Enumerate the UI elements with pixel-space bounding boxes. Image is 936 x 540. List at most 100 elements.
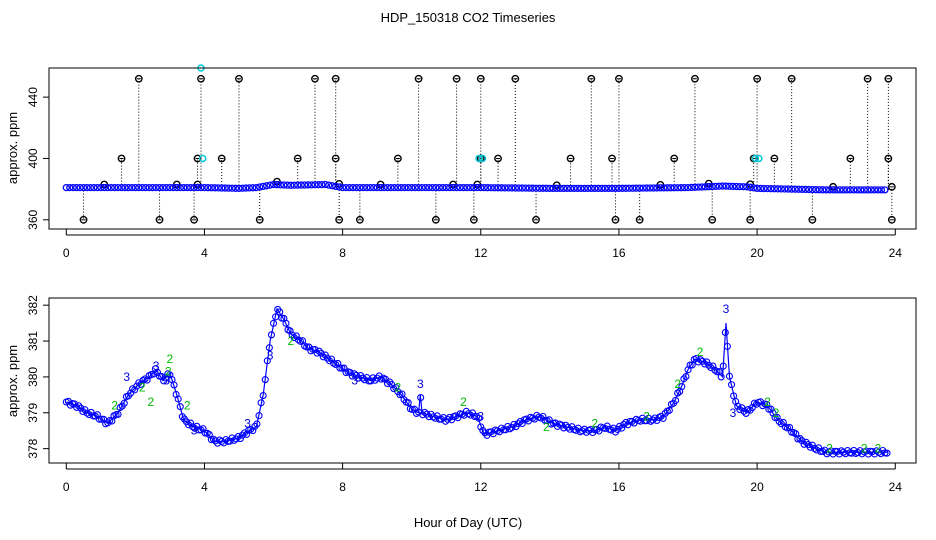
top-baseline-point xyxy=(580,184,589,193)
top-baseline-point xyxy=(304,181,312,189)
top-baseline-point xyxy=(218,184,226,192)
bottom-series-point xyxy=(328,355,336,363)
top-baseline-point xyxy=(532,184,540,192)
top-baseline-point xyxy=(425,183,433,192)
top-x-tick-label: 16 xyxy=(612,246,626,260)
top-baseline-point xyxy=(335,183,343,191)
top-baseline-point xyxy=(594,184,602,193)
top-baseline-point xyxy=(414,183,423,192)
top-baseline-point xyxy=(135,183,143,192)
bottom-x-tick-label: 0 xyxy=(63,480,70,494)
top-baseline-point xyxy=(238,184,247,192)
top-x-tick-label: 0 xyxy=(63,246,70,260)
top-baseline-point xyxy=(83,183,91,192)
bottom-marker-2: 2 xyxy=(674,377,681,391)
bottom-panel-y-axis: 378 379 380 381 382 xyxy=(26,295,49,459)
top-baseline-point xyxy=(860,186,868,194)
top-calibration-point xyxy=(198,154,207,163)
top-baseline-point xyxy=(90,183,98,192)
top-baseline-point xyxy=(93,183,102,192)
top-baseline-point xyxy=(446,183,454,192)
top-baseline-point xyxy=(677,184,685,192)
top-baseline-point xyxy=(701,183,709,191)
top-baseline-point xyxy=(262,182,271,190)
top-x-tick-label: 20 xyxy=(750,246,764,260)
top-panel-y-label: approx. ppm xyxy=(5,112,20,184)
top-baseline-point xyxy=(787,185,796,193)
top-baseline-point xyxy=(604,184,613,193)
bottom-series-point xyxy=(553,422,562,430)
bottom-marker-2: 2 xyxy=(764,395,771,409)
top-baseline-point xyxy=(767,185,775,193)
top-spike-mid-point xyxy=(117,154,126,163)
top-baseline-point xyxy=(180,183,188,192)
top-baseline-point xyxy=(235,184,243,193)
bottom-series-point xyxy=(151,365,159,373)
bottom-series-point xyxy=(477,423,485,431)
top-baseline-point xyxy=(370,183,378,192)
bottom-marker-2: 2 xyxy=(111,399,118,413)
bottom-series-point xyxy=(616,422,624,430)
top-baseline-point xyxy=(528,184,537,192)
top-baseline-point xyxy=(259,182,267,191)
top-baseline-point xyxy=(584,184,592,193)
top-baseline-point xyxy=(207,184,215,192)
top-x-tick-label: 4 xyxy=(201,246,208,260)
bottom-series-point xyxy=(315,347,323,355)
top-baseline-point xyxy=(636,184,644,192)
top-spike-low-point xyxy=(469,215,478,224)
bottom-series-point xyxy=(475,414,483,422)
top-baseline-point xyxy=(173,183,181,192)
bottom-series-point xyxy=(796,434,804,443)
top-baseline-point xyxy=(525,184,533,192)
top-baseline-point xyxy=(356,183,364,192)
bottom-series-point xyxy=(696,356,705,364)
top-baseline-point xyxy=(839,186,848,194)
top-baseline-point xyxy=(463,183,471,192)
bottom-series-point xyxy=(721,328,729,337)
top-baseline-point xyxy=(363,183,371,192)
top-baseline-point xyxy=(660,184,668,192)
top-baseline-point xyxy=(598,184,606,193)
top-baseline-point xyxy=(294,181,302,189)
top-baseline-point xyxy=(843,186,851,194)
top-baseline-point xyxy=(470,183,478,192)
top-baseline-point xyxy=(518,184,526,192)
bottom-series-point xyxy=(609,424,617,432)
top-baseline-point xyxy=(684,183,692,192)
bottom-series-point xyxy=(184,421,193,429)
top-baseline-point xyxy=(539,184,547,192)
top-baseline-point xyxy=(352,183,361,192)
bottom-series-point xyxy=(466,411,474,419)
bottom-series-point xyxy=(694,358,702,366)
top-baseline-point xyxy=(245,184,253,192)
top-baseline-point xyxy=(276,181,285,189)
top-baseline-point xyxy=(687,183,696,192)
bottom-series-point xyxy=(773,413,781,421)
bottom-series-point xyxy=(514,420,522,428)
top-baseline-point xyxy=(193,183,202,192)
top-baseline-point xyxy=(76,183,84,192)
bottom-y-tick-label: 382 xyxy=(26,295,40,315)
bottom-series-point xyxy=(359,374,367,382)
top-baseline-point xyxy=(100,183,108,192)
top-baseline-point xyxy=(345,183,354,192)
top-baseline-point xyxy=(411,183,419,192)
top-panel-frame xyxy=(48,67,917,230)
top-baseline-point xyxy=(131,183,140,192)
top-baseline-point xyxy=(408,183,416,192)
bottom-series-line xyxy=(66,307,889,453)
top-baseline-point xyxy=(104,183,112,192)
bottom-series-point xyxy=(802,438,810,446)
top-baseline-point xyxy=(649,184,658,192)
top-panel-x-axis: 0 4 8 12 16 20 24 xyxy=(63,229,902,260)
bottom-series-point xyxy=(674,389,682,397)
bottom-series-point xyxy=(717,373,725,381)
top-baseline-point xyxy=(863,186,872,194)
bottom-marker-2: 2 xyxy=(773,406,780,420)
top-baseline-point xyxy=(249,184,257,192)
top-baseline-point xyxy=(850,186,858,194)
bottom-series-point xyxy=(383,379,392,388)
bottom-series-point xyxy=(143,376,151,384)
bottom-series-point xyxy=(267,331,275,339)
